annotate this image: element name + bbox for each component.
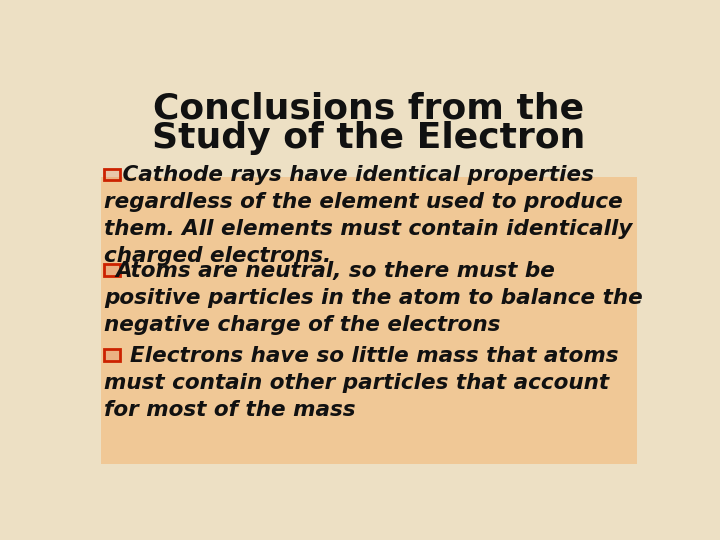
Text: negative charge of the electrons: negative charge of the electrons (104, 315, 500, 335)
Text: Study of the Electron: Study of the Electron (153, 120, 585, 154)
FancyBboxPatch shape (104, 168, 120, 180)
FancyBboxPatch shape (101, 177, 637, 464)
Text: charged electrons.: charged electrons. (104, 246, 331, 266)
Text: for most of the mass: for most of the mass (104, 400, 356, 420)
Text: them. All elements must contain identically: them. All elements must contain identica… (104, 219, 632, 239)
Text: Electrons have so little mass that atoms: Electrons have so little mass that atoms (115, 346, 618, 366)
FancyBboxPatch shape (104, 349, 120, 361)
Text: Atoms are neutral, so there must be: Atoms are neutral, so there must be (115, 261, 555, 281)
Text: regardless of the element used to produce: regardless of the element used to produc… (104, 192, 623, 212)
FancyBboxPatch shape (104, 264, 120, 276)
Text: positive particles in the atom to balance the: positive particles in the atom to balanc… (104, 288, 643, 308)
Text: must contain other particles that account: must contain other particles that accoun… (104, 373, 609, 393)
Text: Cathode rays have identical properties: Cathode rays have identical properties (115, 165, 594, 185)
Text: Conclusions from the: Conclusions from the (153, 91, 585, 125)
